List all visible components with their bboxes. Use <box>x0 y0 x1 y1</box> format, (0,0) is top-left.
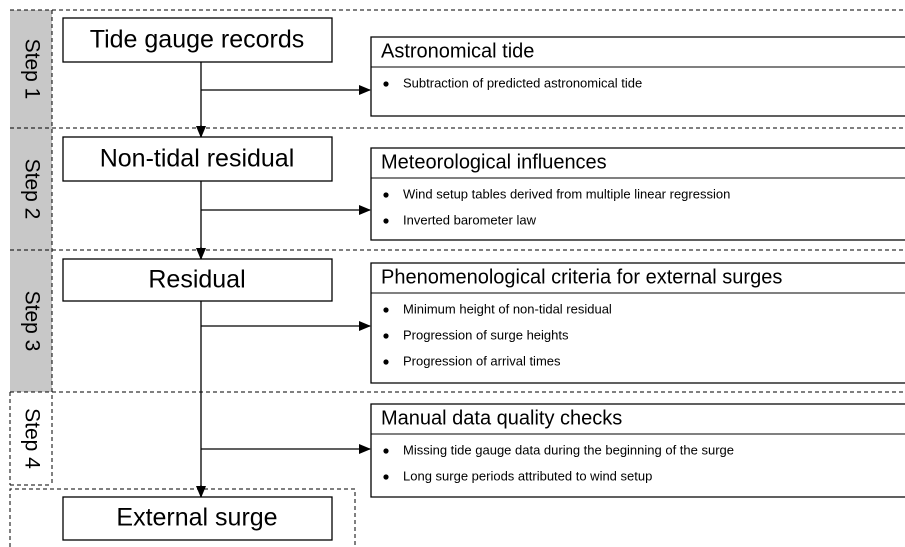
detail-box <box>370 403 905 498</box>
step-band <box>10 250 52 392</box>
step-label: Step 3 <box>20 291 43 352</box>
step-label: Step 4 <box>20 408 43 469</box>
bullet <box>383 474 389 480</box>
bullet <box>383 81 389 87</box>
detail-item: Wind setup tables derived from multiple … <box>403 186 730 201</box>
step-band <box>10 128 52 250</box>
step-label: Step 2 <box>20 159 43 220</box>
final-region <box>9 488 356 547</box>
detail-item: Progression of surge heights <box>403 327 569 342</box>
bullet <box>383 359 389 365</box>
process-label: External surge <box>116 504 277 532</box>
bullet <box>383 333 389 339</box>
detail-item: Long surge periods attributed to wind se… <box>403 468 652 483</box>
detail-title: Meteorological influences <box>381 151 607 173</box>
process-label: Tide gauge records <box>90 26 304 54</box>
bullet <box>383 307 389 313</box>
bullet <box>383 218 389 224</box>
process-box <box>62 136 333 182</box>
step-label: Step 1 <box>20 39 43 100</box>
detail-item: Minimum height of non-tidal residual <box>403 301 612 316</box>
detail-box <box>370 147 905 241</box>
detail-item: Subtraction of predicted astronomical ti… <box>403 75 642 90</box>
detail-title: Astronomical tide <box>381 40 534 62</box>
process-label: Non-tidal residual <box>100 145 295 173</box>
process-box <box>62 17 333 63</box>
detail-item: Missing tide gauge data during the begin… <box>403 442 734 457</box>
detail-box <box>370 36 905 117</box>
process-box <box>62 258 333 302</box>
bullet <box>383 448 389 454</box>
detail-item: Inverted barometer law <box>403 212 537 227</box>
bullet <box>383 192 389 198</box>
detail-title: Phenomenological criteria for external s… <box>381 266 782 288</box>
detail-item: Progression of arrival times <box>403 353 561 368</box>
process-label: Residual <box>148 266 245 294</box>
step-band <box>10 10 52 128</box>
detail-title: Manual data quality checks <box>381 407 622 429</box>
process-box <box>62 496 333 541</box>
